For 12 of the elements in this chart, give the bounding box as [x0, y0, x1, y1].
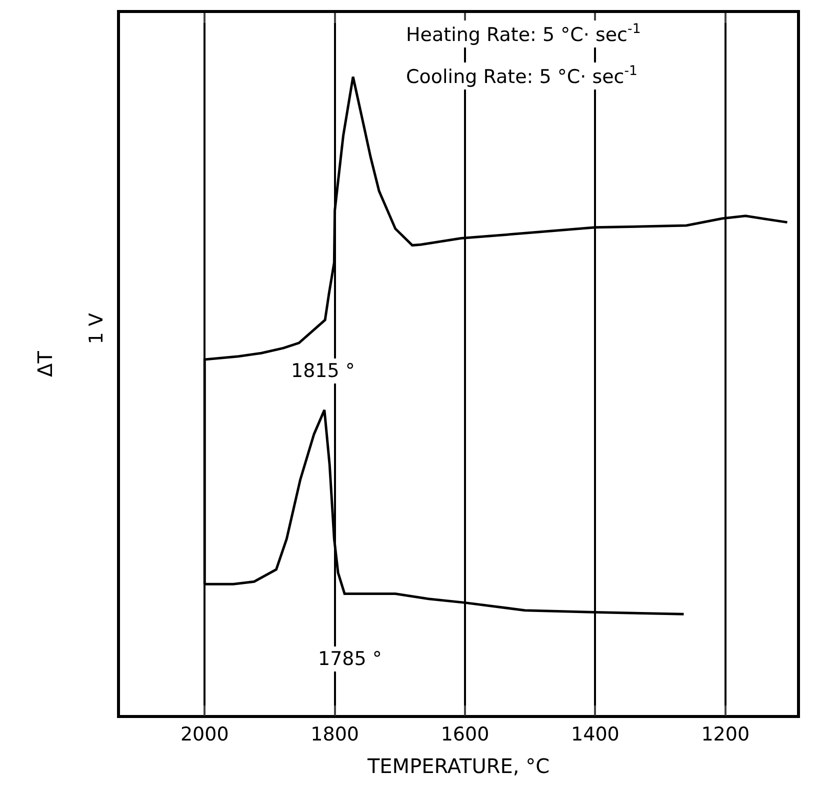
x-tick-label: 1200	[701, 724, 750, 746]
x-tick-label: 1400	[571, 724, 620, 746]
x-tick-label: 1600	[440, 724, 490, 746]
x-axis-title: TEMPERATURE, °C	[366, 754, 550, 778]
text: Heating Rate: 5 °C· sec$^{-1}$	[406, 22, 641, 46]
annotation: 1815 °	[291, 360, 355, 382]
annotation: Cooling Rate: 5 °C· sec$^{-1}$	[406, 64, 638, 88]
x-tick-label: 2000	[180, 724, 229, 746]
text: 1 V	[85, 313, 108, 344]
x-tick-label: 1800	[310, 724, 359, 746]
annotation: 1785 °	[318, 648, 382, 670]
y-axis-title: ΔT	[32, 350, 57, 377]
